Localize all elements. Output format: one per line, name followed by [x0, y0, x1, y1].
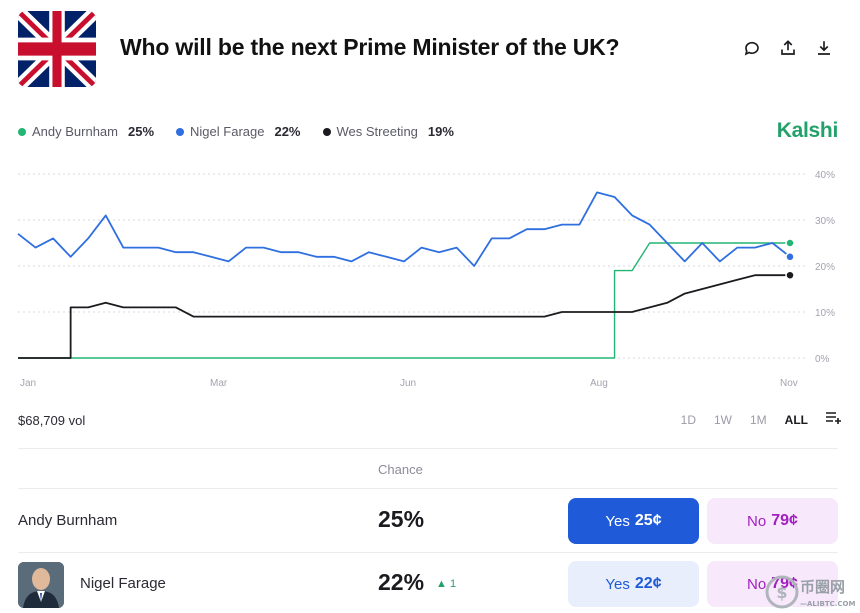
yes-label: Yes — [605, 512, 630, 530]
yes-label: Yes — [605, 575, 630, 593]
y-tick-label: 30% — [815, 216, 835, 227]
x-tick-label: Aug — [590, 378, 608, 389]
x-tick-label: Mar — [210, 378, 228, 389]
legend-item-streeting[interactable]: Wes Streeting 19% — [322, 124, 454, 139]
legend-dot — [322, 127, 331, 136]
series-line-nigel-farage — [17, 191, 791, 267]
no-label: No — [747, 512, 767, 530]
avatar — [18, 562, 64, 608]
series-end-point — [785, 252, 795, 262]
y-tick-label: 0% — [815, 354, 830, 365]
candidate-name: Nigel Farage — [80, 575, 166, 592]
divider — [18, 552, 838, 553]
legend-name: Nigel Farage — [190, 124, 265, 139]
chance-column-header: Chance — [378, 462, 423, 477]
divider — [18, 488, 838, 489]
market-row-farage[interactable]: Nigel Farage 22% ▲ 1 Yes 22¢ No 79¢ — [0, 556, 860, 612]
volume-text: $68,709 vol — [18, 413, 86, 428]
candidate-name: Andy Burnham — [18, 512, 118, 529]
svg-text:$: $ — [776, 583, 787, 602]
download-icon[interactable] — [814, 38, 834, 58]
page-title: Who will be the next Prime Minister of t… — [120, 34, 620, 60]
range-1w[interactable]: 1W — [714, 412, 732, 427]
y-tick-label: 40% — [815, 170, 835, 181]
yes-price: 22¢ — [634, 575, 662, 592]
legend-dot — [18, 127, 26, 136]
buy-no-button[interactable]: No 79¢ — [707, 561, 838, 607]
legend-pct: 22% — [274, 124, 301, 139]
watermark: $ 币圈网 —ALIBTC.COM — [760, 566, 860, 613]
no-price: 79¢ — [771, 512, 798, 529]
range-1d[interactable]: 1D — [680, 412, 696, 427]
buy-no-button[interactable]: No 79¢ — [707, 498, 838, 544]
divider — [18, 448, 838, 449]
range-all[interactable]: ALL — [784, 412, 808, 427]
series-end-point — [785, 270, 795, 280]
series-line-andy-burnham — [18, 242, 790, 359]
x-tick-label: Nov — [780, 378, 798, 389]
y-tick-label: 10% — [815, 308, 835, 319]
market-row-burnham[interactable]: Andy Burnham 25% Yes 25¢ No 79¢ — [0, 493, 860, 549]
watermark-title: 币圈网 — [800, 578, 845, 596]
kalshi-logo: Kalshi — [776, 119, 839, 142]
yes-price: 25¢ — [634, 512, 662, 529]
uk-flag-icon — [18, 11, 96, 87]
range-1m[interactable]: 1M — [750, 412, 767, 427]
time-range-selector: 1D 1W 1M ALL — [681, 412, 842, 427]
x-tick-label: Jun — [400, 378, 416, 389]
share-icon[interactable] — [778, 38, 798, 58]
y-tick-label: 20% — [815, 262, 835, 273]
x-tick-label: Jan — [20, 378, 36, 389]
watermark-url: —ALIBTC.COM — [800, 600, 855, 608]
buy-yes-button[interactable]: Yes 22¢ — [568, 561, 699, 607]
legend-name: Andy Burnham — [32, 124, 118, 139]
legend-dot — [176, 127, 185, 136]
legend-pct: 25% — [128, 124, 155, 139]
chance-value: 25% — [378, 506, 425, 532]
chance-value: 22% — [378, 569, 425, 595]
chart-legend: Andy Burnham 25% Nigel Farage 22% Wes St… — [18, 124, 454, 139]
no-label: No — [747, 575, 767, 593]
chance-change: ▲ 1 — [436, 578, 457, 590]
chart-settings-icon[interactable] — [826, 412, 842, 427]
comment-icon[interactable] — [742, 38, 762, 58]
legend-item-burnham[interactable]: Andy Burnham 25% — [18, 124, 154, 139]
legend-name: Wes Streeting — [336, 124, 418, 139]
price-history-chart[interactable]: 40% 30% 20% 10% 0% Jan Mar Jun Aug Nov — [0, 160, 860, 392]
legend-pct: 19% — [427, 124, 454, 139]
legend-item-farage[interactable]: Nigel Farage 22% — [176, 124, 301, 139]
header-actions — [742, 38, 834, 58]
series-end-point — [785, 238, 795, 248]
series-line-wes-streeting — [18, 274, 790, 359]
buy-yes-button[interactable]: Yes 25¢ — [568, 498, 699, 544]
